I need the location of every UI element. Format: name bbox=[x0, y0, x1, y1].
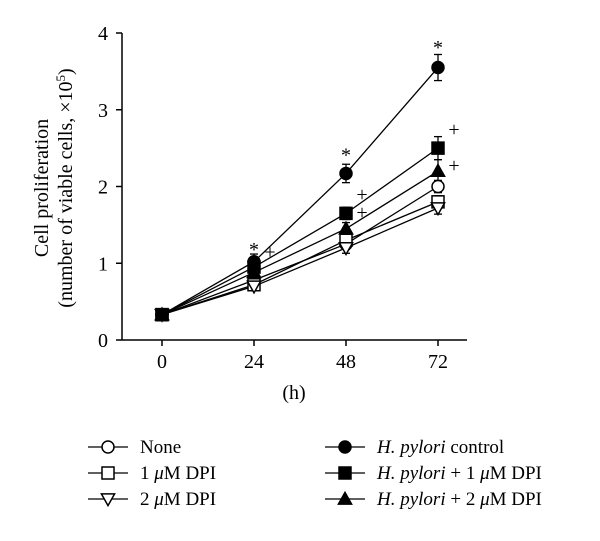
x-axis-label: (h) bbox=[282, 382, 305, 404]
data-point-circle-open bbox=[431, 179, 445, 194]
significance-plus: + bbox=[356, 202, 367, 224]
x-tick-label: 24 bbox=[244, 351, 264, 373]
legend-label: 1 μM DPI bbox=[140, 463, 216, 484]
legend-label-part: 1 bbox=[140, 463, 154, 484]
legend-label: None bbox=[140, 437, 181, 458]
data-point-triangle-up-filled bbox=[338, 220, 354, 235]
series-line bbox=[161, 201, 439, 316]
legend-label-part: M DPI bbox=[164, 463, 216, 484]
legend-item: 1 μM DPI bbox=[88, 463, 216, 484]
data-point-square-filled bbox=[431, 141, 445, 155]
data-point-square-open bbox=[101, 466, 115, 480]
legend-label-part: μ bbox=[153, 489, 164, 510]
series-markers bbox=[154, 60, 446, 323]
y-axis-label: Cell proliferation bbox=[31, 119, 53, 257]
legend-label-part: H. pylori bbox=[376, 437, 446, 458]
y-ticks: 0 1 2 3 4 bbox=[98, 23, 122, 352]
data-point-triangle-up-filled bbox=[430, 163, 446, 177]
y-axis-units-exponent: 5 bbox=[53, 75, 68, 82]
series-lines bbox=[161, 67, 439, 316]
series-line bbox=[161, 170, 439, 316]
significance-asterisk: * bbox=[433, 37, 443, 59]
data-point-triangle-up-filled bbox=[337, 490, 353, 505]
y-tick-label: 0 bbox=[98, 330, 108, 352]
legend-label-part: None bbox=[140, 437, 181, 458]
legend-label-part: H. pylori bbox=[376, 489, 446, 510]
legend-label: H. pylori + 2 μM DPI bbox=[376, 489, 542, 510]
data-point-circle-filled bbox=[338, 440, 352, 454]
y-axis-units-close: ) bbox=[55, 68, 77, 75]
y-tick-label: 1 bbox=[98, 253, 108, 275]
legend-item: 2 μM DPI bbox=[88, 489, 216, 510]
legend-label-part: μ bbox=[479, 463, 490, 484]
legend-item: H. pylori + 1 μM DPI bbox=[325, 463, 542, 484]
data-point-circle-filled bbox=[339, 166, 353, 181]
legend-label-part: 2 bbox=[140, 489, 154, 510]
significance-plus: + bbox=[356, 184, 367, 206]
y-axis-label-units: (number of viable cells, ×105) bbox=[53, 68, 78, 307]
x-tick-label: 48 bbox=[336, 351, 356, 373]
legend-label-part: H. pylori bbox=[376, 463, 446, 484]
y-tick-label: 3 bbox=[98, 100, 108, 122]
data-point-square-filled bbox=[339, 206, 353, 221]
data-point-triangle-down-open bbox=[246, 280, 262, 295]
significance-plus: + bbox=[448, 155, 459, 177]
legend-label: 2 μM DPI bbox=[140, 489, 216, 510]
legend-item: H. pylori + 2 μM DPI bbox=[325, 489, 542, 510]
data-point-square-filled bbox=[338, 466, 352, 480]
y-tick-label: 2 bbox=[98, 177, 108, 199]
data-point-circle-filled bbox=[431, 60, 445, 75]
significance-plus: + bbox=[264, 242, 275, 264]
data-point-circle-open bbox=[101, 440, 115, 454]
legend-label: H. pylori control bbox=[376, 437, 504, 458]
legend-item: H. pylori control bbox=[325, 437, 504, 458]
legend-label-part: M DPI bbox=[490, 489, 542, 510]
significance-asterisk: * bbox=[341, 145, 351, 167]
legend-label: H. pylori + 1 μM DPI bbox=[376, 463, 542, 484]
significance-plus: + bbox=[448, 119, 459, 141]
x-tick-label: 0 bbox=[157, 351, 167, 373]
legend-label-part: control bbox=[446, 437, 505, 458]
data-point-triangle-down-open bbox=[100, 493, 116, 508]
legend-item: None bbox=[88, 437, 181, 458]
legend-label-part: M DPI bbox=[490, 463, 542, 484]
legend-label-part: μ bbox=[479, 489, 490, 510]
significance-asterisk: * bbox=[249, 239, 259, 261]
data-point-triangle-down-open bbox=[430, 202, 446, 217]
data-point-triangle-up-filled bbox=[154, 306, 170, 321]
legend-label-part: M DPI bbox=[164, 489, 216, 510]
y-axis-units-text: (number of viable cells, ×10 bbox=[55, 81, 77, 307]
y-tick-label: 4 bbox=[98, 23, 108, 45]
axes bbox=[121, 33, 467, 341]
series-line bbox=[161, 67, 439, 316]
data-point-triangle-up-filled bbox=[246, 264, 262, 279]
legend-label-part: μ bbox=[153, 463, 164, 484]
legend-label-part: + 2 bbox=[446, 489, 480, 510]
x-tick-label: 72 bbox=[428, 351, 448, 373]
data-point-triangle-down-open bbox=[338, 242, 354, 257]
series-line bbox=[161, 207, 439, 316]
x-ticks: 0 24 48 72 bbox=[157, 340, 448, 373]
legend-label-part: + 1 bbox=[446, 463, 480, 484]
series-line bbox=[161, 147, 439, 316]
significance-annotations: * +*++*++ bbox=[249, 37, 460, 264]
